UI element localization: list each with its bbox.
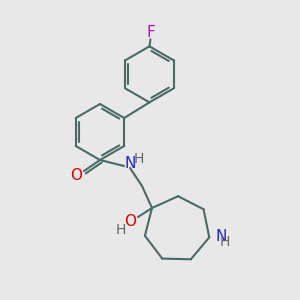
Text: N: N bbox=[124, 157, 136, 172]
Text: H: H bbox=[134, 152, 144, 166]
Text: N: N bbox=[215, 229, 226, 244]
Text: F: F bbox=[146, 25, 155, 40]
Text: O: O bbox=[70, 169, 82, 184]
Text: H: H bbox=[116, 223, 126, 237]
Text: H: H bbox=[220, 236, 230, 249]
Text: O: O bbox=[124, 214, 136, 230]
